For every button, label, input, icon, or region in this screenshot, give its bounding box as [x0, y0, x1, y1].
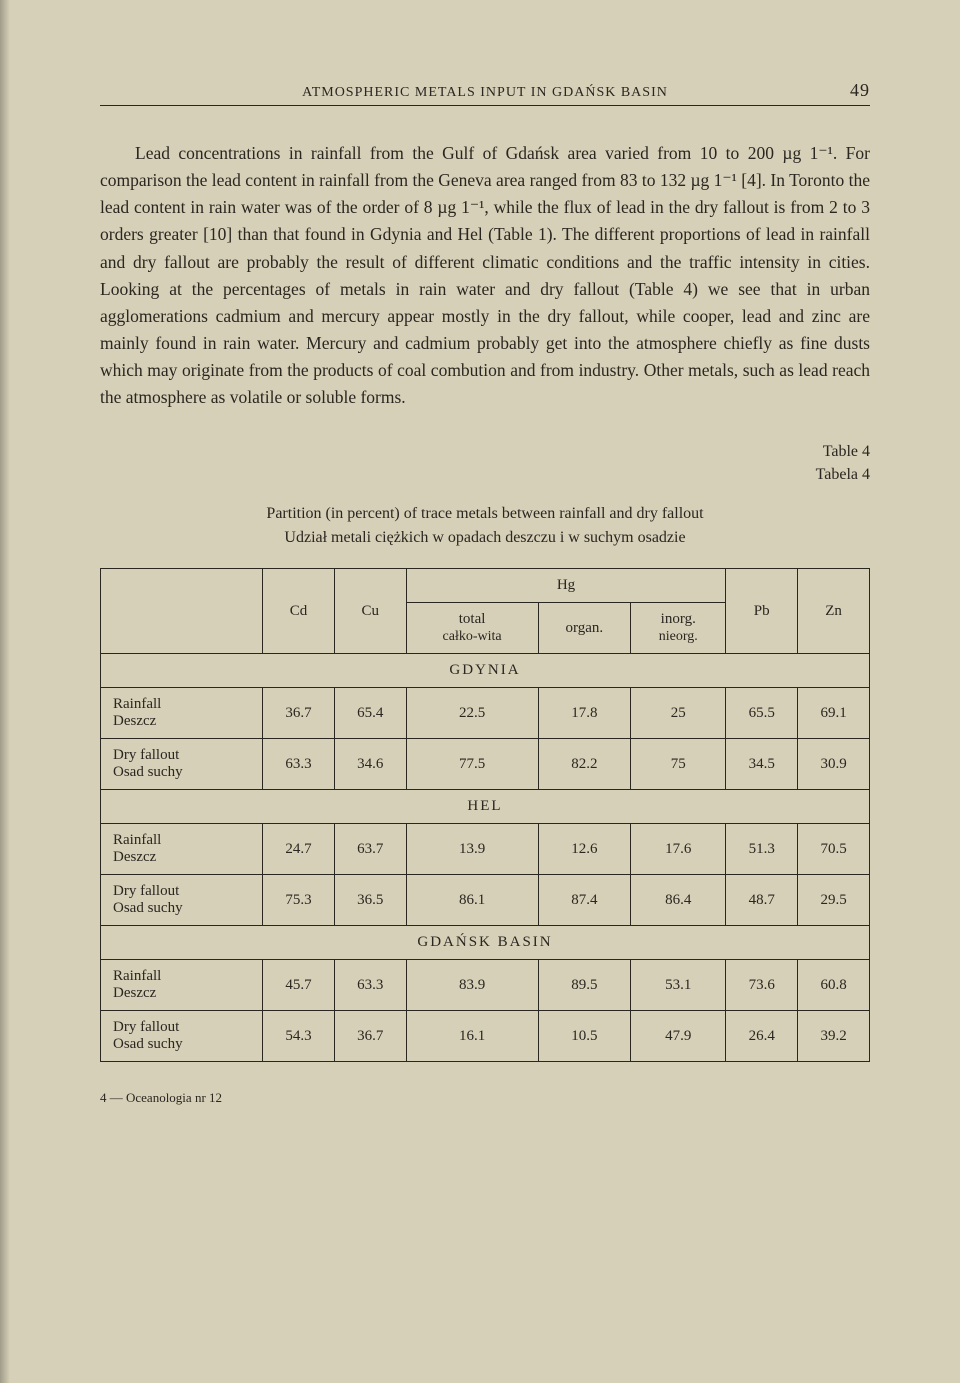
cell: 17.6 [631, 824, 726, 875]
col-blank [101, 569, 263, 654]
col-hg-organ: organ. [538, 603, 631, 654]
cell: 63.3 [334, 960, 406, 1011]
rowlabel-dry: Dry fallout Osad suchy [101, 739, 263, 790]
section-gdynia: GDYNIA [101, 654, 870, 688]
cell: 75.3 [263, 875, 335, 926]
table-caption-pl: Udział metali ciężkich w opadach deszczu… [100, 526, 870, 550]
rowlabel-rainfall: Rainfall Deszcz [101, 960, 263, 1011]
table-number-block: Table 4 Tabela 4 [100, 441, 870, 486]
col-zn: Zn [798, 569, 870, 654]
rowlabel-rainfall-pl: Deszcz [113, 849, 156, 865]
cell: 34.5 [726, 739, 798, 790]
cell: 60.8 [798, 960, 870, 1011]
cell: 65.4 [334, 688, 406, 739]
footer-note: 4 — Oceanologia nr 12 [100, 1090, 870, 1106]
rowlabel-rainfall-en: Rainfall [113, 968, 161, 984]
cell: 13.9 [406, 824, 538, 875]
cell: 22.5 [406, 688, 538, 739]
running-title: ATMOSPHERIC METALS INPUT IN GDAŃSK BASIN [140, 85, 830, 101]
cell: 86.1 [406, 875, 538, 926]
table-number-en: Table 4 [823, 443, 870, 460]
rowlabel-rainfall-pl: Deszcz [113, 985, 156, 1001]
cell: 75 [631, 739, 726, 790]
rowlabel-rainfall-en: Rainfall [113, 832, 161, 848]
page-content: ATMOSPHERIC METALS INPUT IN GDAŃSK BASIN… [0, 0, 960, 1146]
table-row: Dry fallout Osad suchy 75.3 36.5 86.1 87… [101, 875, 870, 926]
col-pb: Pb [726, 569, 798, 654]
section-gdansk-basin: GDAŃSK BASIN [101, 926, 870, 960]
cell: 53.1 [631, 960, 726, 1011]
cell: 77.5 [406, 739, 538, 790]
rowlabel-dry-en: Dry fallout [113, 747, 179, 763]
cell: 45.7 [263, 960, 335, 1011]
table-row: Rainfall Deszcz 36.7 65.4 22.5 17.8 25 6… [101, 688, 870, 739]
rowlabel-dry: Dry fallout Osad suchy [101, 875, 263, 926]
col-hg-inorg-pl: nieorg. [659, 629, 698, 644]
cell: 10.5 [538, 1011, 631, 1062]
cell: 24.7 [263, 824, 335, 875]
cell: 69.1 [798, 688, 870, 739]
cell: 83.9 [406, 960, 538, 1011]
cell: 65.5 [726, 688, 798, 739]
cell: 73.6 [726, 960, 798, 1011]
table-row: Dry fallout Osad suchy 63.3 34.6 77.5 82… [101, 739, 870, 790]
cell: 12.6 [538, 824, 631, 875]
col-cu: Cu [334, 569, 406, 654]
cell: 70.5 [798, 824, 870, 875]
body-paragraph: Lead concentrations in rainfall from the… [100, 140, 870, 411]
col-hg-total: total całko-wita [406, 603, 538, 654]
cell: 26.4 [726, 1011, 798, 1062]
cell: 89.5 [538, 960, 631, 1011]
cell: 30.9 [798, 739, 870, 790]
cell: 48.7 [726, 875, 798, 926]
col-hg-inorg-en: inorg. [661, 611, 696, 627]
partition-table: Cd Cu Hg Pb Zn total całko-wita organ. i… [100, 568, 870, 1062]
rowlabel-dry-pl: Osad suchy [113, 764, 183, 780]
rowlabel-rainfall: Rainfall Deszcz [101, 824, 263, 875]
cell: 47.9 [631, 1011, 726, 1062]
rowlabel-dry: Dry fallout Osad suchy [101, 1011, 263, 1062]
section-gdansk-basin-label: GDAŃSK BASIN [101, 926, 870, 960]
rowlabel-rainfall-en: Rainfall [113, 696, 161, 712]
section-hel: HEL [101, 790, 870, 824]
page-number: 49 [830, 80, 870, 101]
col-cd: Cd [263, 569, 335, 654]
table-row: Rainfall Deszcz 24.7 63.7 13.9 12.6 17.6… [101, 824, 870, 875]
cell: 29.5 [798, 875, 870, 926]
cell: 63.7 [334, 824, 406, 875]
rowlabel-dry-en: Dry fallout [113, 1019, 179, 1035]
col-hg-inorg: inorg. nieorg. [631, 603, 726, 654]
cell: 82.2 [538, 739, 631, 790]
rowlabel-rainfall: Rainfall Deszcz [101, 688, 263, 739]
table-caption-block: Partition (in percent) of trace metals b… [100, 502, 870, 550]
cell: 86.4 [631, 875, 726, 926]
rowlabel-dry-pl: Osad suchy [113, 900, 183, 916]
col-hg-total-en: total [459, 611, 486, 627]
cell: 36.5 [334, 875, 406, 926]
cell: 34.6 [334, 739, 406, 790]
section-hel-label: HEL [101, 790, 870, 824]
table-number-pl: Tabela 4 [816, 466, 870, 483]
section-gdynia-label: GDYNIA [101, 654, 870, 688]
rowlabel-dry-pl: Osad suchy [113, 1036, 183, 1052]
cell: 63.3 [263, 739, 335, 790]
table-row: Dry fallout Osad suchy 54.3 36.7 16.1 10… [101, 1011, 870, 1062]
cell: 36.7 [334, 1011, 406, 1062]
cell: 54.3 [263, 1011, 335, 1062]
cell: 36.7 [263, 688, 335, 739]
col-hg: Hg [406, 569, 726, 603]
cell: 25 [631, 688, 726, 739]
table-row: Rainfall Deszcz 45.7 63.3 83.9 89.5 53.1… [101, 960, 870, 1011]
cell: 16.1 [406, 1011, 538, 1062]
cell: 17.8 [538, 688, 631, 739]
running-header: ATMOSPHERIC METALS INPUT IN GDAŃSK BASIN… [100, 80, 870, 106]
cell: 87.4 [538, 875, 631, 926]
rowlabel-dry-en: Dry fallout [113, 883, 179, 899]
col-hg-total-pl: całko-wita [443, 629, 502, 644]
cell: 51.3 [726, 824, 798, 875]
rowlabel-rainfall-pl: Deszcz [113, 713, 156, 729]
cell: 39.2 [798, 1011, 870, 1062]
table-caption-en: Partition (in percent) of trace metals b… [100, 502, 870, 526]
